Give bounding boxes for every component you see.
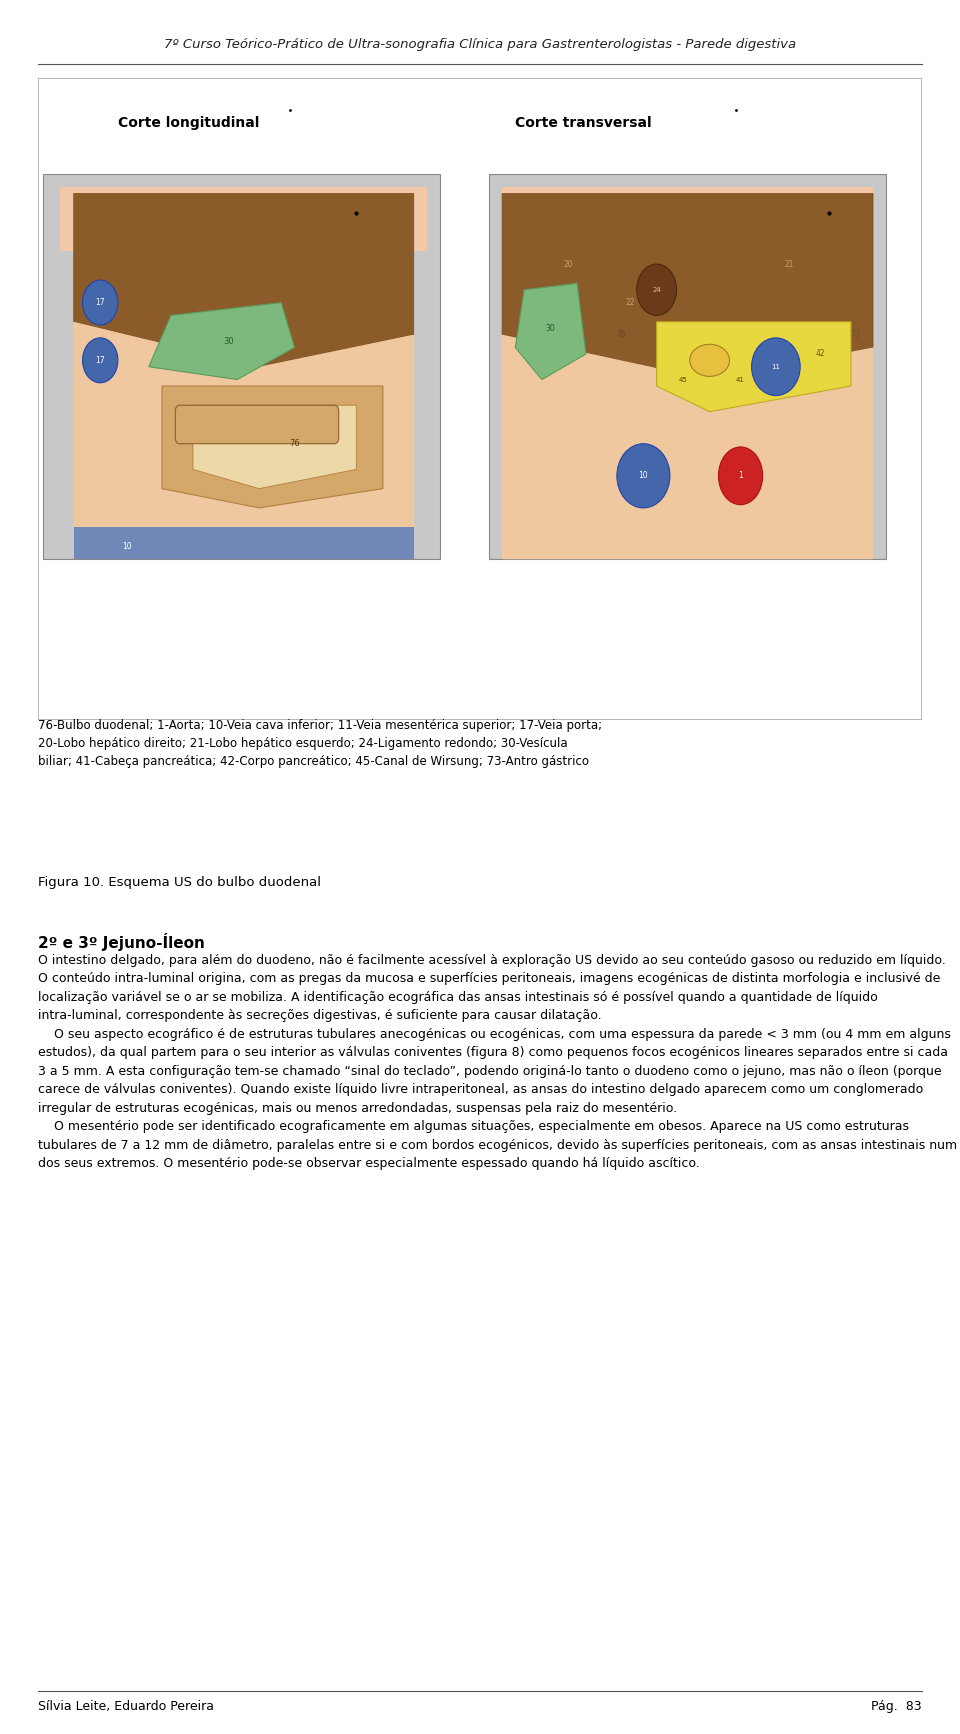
Text: 73: 73	[851, 329, 860, 340]
Text: 42: 42	[815, 350, 825, 359]
Ellipse shape	[636, 264, 677, 316]
Text: 2º e 3º Jejuno-Íleon: 2º e 3º Jejuno-Íleon	[38, 933, 205, 950]
Polygon shape	[60, 187, 427, 251]
Ellipse shape	[83, 338, 118, 383]
Text: Corte longitudinal: Corte longitudinal	[118, 116, 259, 130]
Text: 76: 76	[616, 329, 626, 340]
Text: 17: 17	[95, 298, 105, 307]
Text: 7º Curso Teórico-Prático de Ultra-sonografia Clínica para Gastrenterologistas - : 7º Curso Teórico-Prático de Ultra-sonogr…	[164, 38, 796, 50]
Text: 21: 21	[784, 260, 794, 269]
Polygon shape	[74, 527, 414, 558]
Polygon shape	[502, 194, 873, 558]
Text: 1: 1	[738, 472, 743, 480]
Ellipse shape	[617, 444, 670, 508]
Text: 30: 30	[223, 336, 233, 345]
Text: 11: 11	[772, 364, 780, 369]
Text: 24: 24	[652, 286, 661, 293]
Ellipse shape	[83, 281, 118, 324]
Polygon shape	[502, 187, 873, 251]
Polygon shape	[162, 387, 383, 508]
Text: 22: 22	[625, 298, 635, 307]
Polygon shape	[657, 323, 851, 411]
Text: 10: 10	[122, 543, 132, 551]
Text: 30: 30	[546, 324, 556, 333]
Text: 20: 20	[564, 260, 573, 269]
Polygon shape	[149, 302, 295, 380]
Text: 10: 10	[638, 472, 648, 480]
FancyBboxPatch shape	[43, 173, 441, 558]
Ellipse shape	[718, 447, 762, 505]
Text: Corte transversal: Corte transversal	[516, 116, 652, 130]
Text: 76: 76	[289, 439, 300, 447]
Text: 45: 45	[679, 376, 687, 383]
Text: Figura 10. Esquema US do bulbo duodenal: Figura 10. Esquema US do bulbo duodenal	[38, 876, 322, 888]
FancyBboxPatch shape	[489, 173, 886, 558]
Polygon shape	[74, 194, 414, 368]
Polygon shape	[516, 283, 586, 380]
Polygon shape	[74, 194, 414, 558]
Text: 41: 41	[736, 376, 745, 383]
Text: 76-Bulbo duodenal; 1-Aorta; 10-Veia cava inferior; 11-Veia mesentérica superior;: 76-Bulbo duodenal; 1-Aorta; 10-Veia cava…	[38, 718, 603, 768]
Polygon shape	[502, 194, 873, 380]
Ellipse shape	[690, 345, 730, 376]
Polygon shape	[193, 406, 356, 489]
Polygon shape	[502, 335, 873, 558]
Text: Pág.  83: Pág. 83	[871, 1701, 922, 1713]
Text: O intestino delgado, para além do duodeno, não é facilmente acessível à exploraç: O intestino delgado, para além do duoden…	[38, 954, 957, 1170]
Text: 17: 17	[95, 355, 105, 364]
Text: Sílvia Leite, Eduardo Pereira: Sílvia Leite, Eduardo Pereira	[38, 1701, 214, 1713]
Ellipse shape	[752, 338, 801, 395]
FancyBboxPatch shape	[38, 78, 922, 720]
Polygon shape	[74, 323, 414, 527]
FancyBboxPatch shape	[176, 406, 339, 444]
